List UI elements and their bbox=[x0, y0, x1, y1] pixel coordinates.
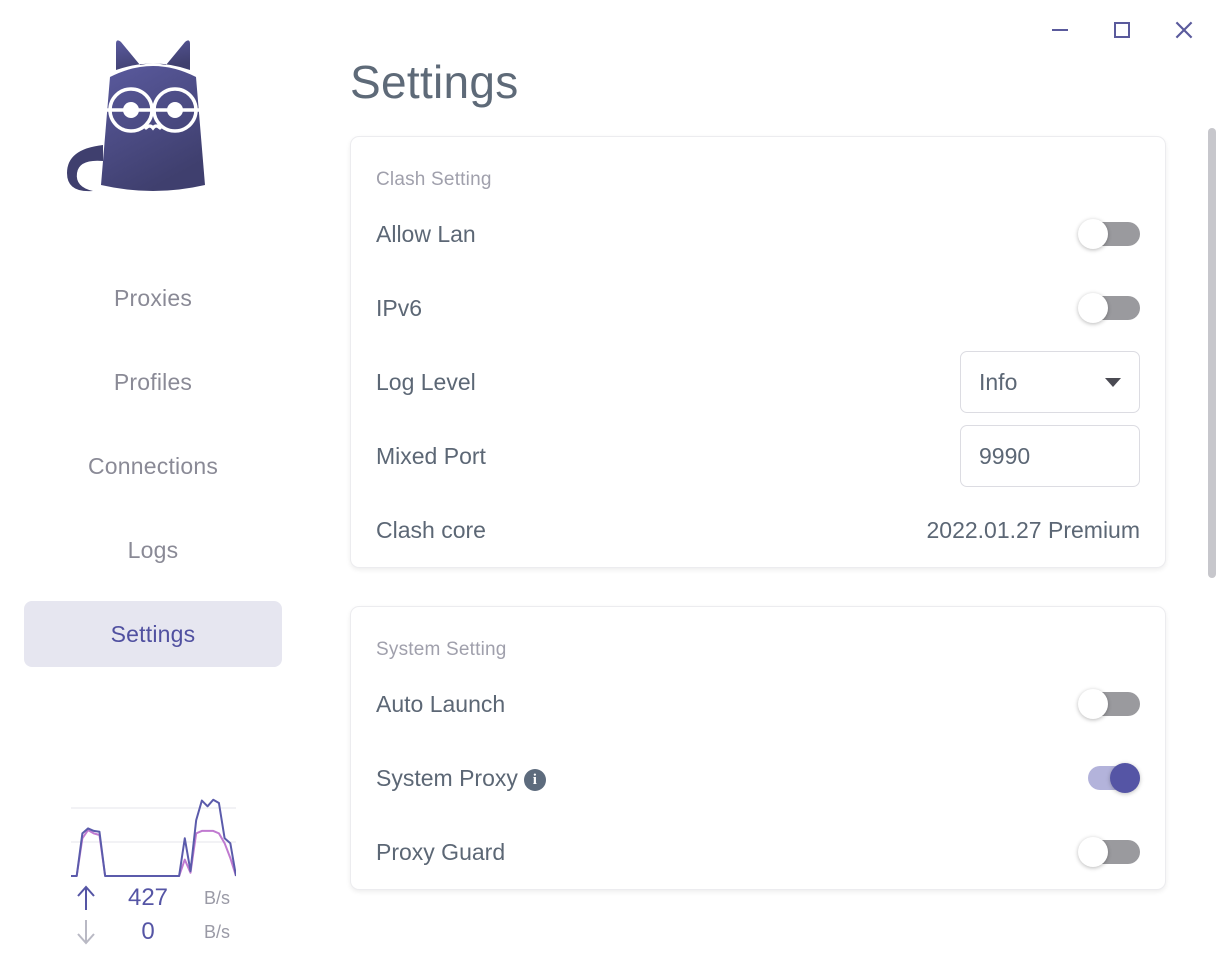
clash-core-version: 2022.01.27 Premium bbox=[926, 516, 1140, 543]
setting-label: Log Level bbox=[376, 368, 476, 395]
setting-label-wrap: System Proxy i bbox=[376, 765, 546, 792]
mixed-port-value: 9990 bbox=[979, 442, 1031, 469]
setting-label: Clash core bbox=[376, 516, 486, 543]
upload-unit: B/s bbox=[204, 887, 231, 908]
arrow-down-icon bbox=[66, 918, 106, 946]
setting-label: Allow Lan bbox=[376, 220, 476, 247]
page-title: Settings bbox=[350, 56, 519, 108]
setting-row-system-proxy: System Proxy i bbox=[376, 741, 1140, 815]
download-value: 0 bbox=[141, 918, 155, 945]
mixed-port-input[interactable]: 9990 bbox=[960, 425, 1140, 487]
sidebar-item-label: Settings bbox=[110, 620, 196, 647]
main-scrollbar[interactable] bbox=[1208, 128, 1216, 578]
sidebar-item-label: Logs bbox=[127, 536, 179, 563]
maximize-icon[interactable] bbox=[1102, 12, 1142, 48]
download-unit: B/s bbox=[204, 921, 231, 942]
setting-label: Proxy Guard bbox=[376, 838, 506, 865]
settings-cards: Clash Setting Allow Lan IPv6 bbox=[306, 136, 1222, 890]
setting-row-mixed-port: Mixed Port 9990 bbox=[376, 419, 1140, 493]
setting-label: Mixed Port bbox=[376, 442, 486, 469]
proxy-guard-toggle[interactable] bbox=[1078, 837, 1140, 867]
main-content: Settings Clash Setting Allow Lan IPv6 bbox=[306, 0, 1222, 956]
setting-row-auto-launch: Auto Launch bbox=[376, 667, 1140, 741]
upload-stat: 427 B/s bbox=[0, 884, 306, 912]
traffic-panel: 427 B/s 0 B/s bbox=[0, 790, 306, 946]
clash-cat-logo bbox=[48, 22, 258, 227]
chevron-down-icon bbox=[1105, 377, 1121, 387]
setting-row-clash-core: Clash core 2022.01.27 Premium bbox=[376, 493, 1140, 567]
sidebar-item-label: Connections bbox=[87, 452, 219, 479]
sidebar-item-connections[interactable]: Connections bbox=[24, 433, 282, 499]
setting-row-allow-lan: Allow Lan bbox=[376, 197, 1140, 271]
toggle-knob bbox=[1078, 837, 1108, 867]
toggle-knob bbox=[1078, 689, 1108, 719]
arrow-up-icon bbox=[66, 884, 106, 912]
card-title: System Setting bbox=[376, 639, 507, 660]
sidebar-item-profiles[interactable]: Profiles bbox=[24, 349, 282, 415]
ipv6-toggle[interactable] bbox=[1078, 293, 1140, 323]
setting-label: Auto Launch bbox=[376, 690, 506, 717]
card-system-setting: System Setting Auto Launch System Proxy … bbox=[350, 606, 1166, 890]
sidebar-item-settings[interactable]: Settings bbox=[24, 601, 282, 667]
setting-label: IPv6 bbox=[376, 294, 423, 321]
log-level-select[interactable]: Info bbox=[960, 351, 1140, 413]
allow-lan-toggle[interactable] bbox=[1078, 219, 1140, 249]
toggle-knob bbox=[1078, 219, 1108, 249]
close-icon[interactable] bbox=[1164, 12, 1204, 48]
traffic-chart bbox=[0, 790, 306, 878]
sidebar: Proxies Profiles Connections Logs Settin… bbox=[0, 0, 306, 956]
card-title: Clash Setting bbox=[376, 169, 492, 190]
toggle-knob bbox=[1078, 293, 1108, 323]
setting-row-log-level: Log Level Info bbox=[376, 345, 1140, 419]
upload-value: 427 bbox=[127, 884, 169, 911]
setting-row-ipv6: IPv6 bbox=[376, 271, 1140, 345]
system-proxy-toggle[interactable] bbox=[1078, 763, 1140, 793]
minimize-icon[interactable] bbox=[1040, 12, 1080, 48]
download-stat: 0 B/s bbox=[0, 918, 306, 946]
auto-launch-toggle[interactable] bbox=[1078, 689, 1140, 719]
info-icon[interactable]: i bbox=[523, 769, 546, 791]
card-clash-setting: Clash Setting Allow Lan IPv6 bbox=[350, 136, 1166, 568]
sidebar-item-proxies[interactable]: Proxies bbox=[24, 265, 282, 331]
setting-label: System Proxy bbox=[376, 764, 518, 791]
setting-row-proxy-guard: Proxy Guard bbox=[376, 815, 1140, 889]
sidebar-item-label: Proxies bbox=[113, 284, 193, 311]
sidebar-item-label: Profiles bbox=[113, 368, 193, 395]
log-level-value: Info bbox=[979, 368, 1018, 395]
toggle-knob bbox=[1110, 763, 1140, 793]
window-titlebar bbox=[0, 0, 1222, 60]
sidebar-nav: Proxies Profiles Connections Logs Settin… bbox=[0, 265, 306, 685]
sidebar-item-logs[interactable]: Logs bbox=[24, 517, 282, 583]
